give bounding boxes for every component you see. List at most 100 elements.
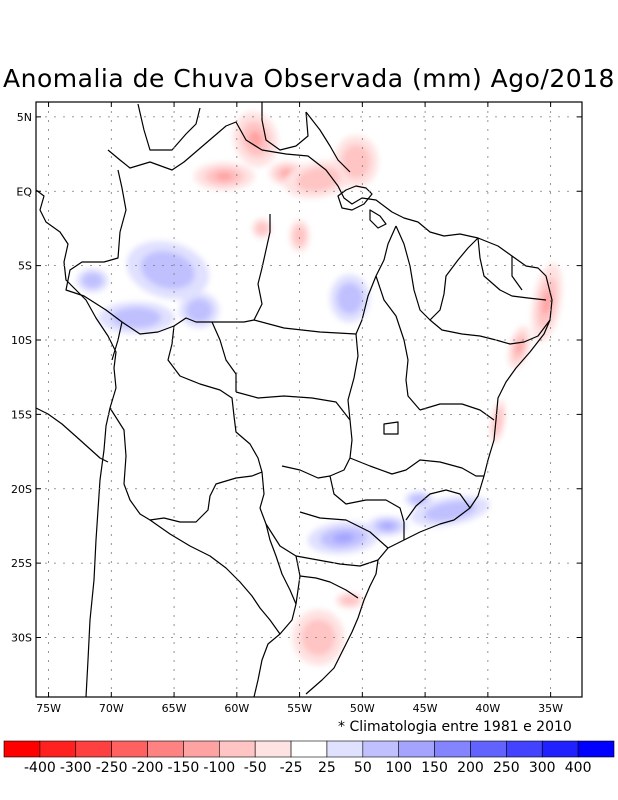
anomaly-patch (332, 532, 355, 543)
legend-swatch (434, 740, 471, 758)
lon-label: 65W (162, 702, 187, 715)
border (211, 321, 237, 392)
anomaly-negative-1 (251, 135, 379, 252)
legend-label: -300 (60, 760, 92, 776)
political-boundaries (36, 102, 553, 697)
axis-tick-labels: 5N EQ 5S 10S 15S 20S 25S 30S 75W 70W 65W 60W 55W 50W 4… (11, 111, 563, 715)
legend-label: 300 (529, 760, 556, 776)
coastline (107, 121, 553, 695)
border (137, 103, 201, 151)
lat-label: 5S (18, 260, 32, 273)
lon-label: 45W (413, 702, 438, 715)
border (261, 102, 309, 151)
legend-swatch (3, 740, 41, 758)
color-legend: -400 -300 -250 -200 -150 -100 -50 -25 25 50 100 150… (3, 740, 615, 776)
border (65, 231, 255, 335)
legend-swatch (398, 740, 435, 758)
lat-lon-grid (36, 102, 582, 697)
lon-label: 55W (287, 702, 312, 715)
anomaly-negative-3 (490, 400, 506, 444)
state-border (395, 225, 479, 321)
state-border (299, 511, 389, 549)
anomaly-patch (301, 619, 336, 656)
state-border (295, 555, 379, 567)
anomaly-positive-7 (307, 515, 408, 555)
anomaly-patch (255, 221, 269, 235)
anomaly-patch (381, 522, 394, 529)
anomaly-patch (82, 272, 103, 289)
legend-swatch (183, 740, 220, 758)
legend-swatch (111, 740, 148, 758)
lon-label: 70W (99, 702, 124, 715)
coastline (337, 185, 373, 211)
border (299, 575, 359, 599)
legend-swatch (290, 740, 328, 758)
legend-swatch (75, 740, 112, 758)
legend-swatch (147, 740, 184, 758)
anomaly-patch (215, 172, 234, 181)
anomaly-patch (111, 307, 162, 329)
legend-swatch (218, 740, 256, 758)
anomaly-patch (141, 251, 195, 290)
lat-label: 20S (11, 483, 32, 496)
anomaly-patch (515, 341, 523, 354)
anomaly-negative-4 (292, 592, 364, 666)
lat-label: 30S (11, 632, 32, 645)
state-border (511, 256, 523, 291)
border (109, 407, 263, 523)
state-border (347, 333, 359, 421)
lat-label: 25S (11, 557, 32, 570)
state-border (235, 391, 353, 479)
lon-label: 40W (475, 702, 500, 715)
border (167, 325, 297, 605)
legend-swatch (326, 740, 364, 758)
anomaly-negative-2 (508, 263, 563, 369)
legend-label: 50 (354, 760, 372, 776)
border (149, 519, 281, 635)
legend-swatch (470, 740, 507, 758)
legend-label: 25 (318, 760, 336, 776)
legend-label: -100 (203, 760, 235, 776)
border (253, 603, 297, 697)
state-border (349, 457, 484, 477)
legend-swatch (254, 740, 292, 758)
lat-label: 15S (11, 408, 32, 421)
lat-label: 10S (11, 334, 32, 347)
lon-label: 75W (36, 702, 61, 715)
anomaly-patch (340, 595, 359, 606)
anomaly-patch (424, 501, 476, 522)
state-border (329, 475, 405, 540)
legend-label: -25 (280, 760, 303, 776)
coastline (36, 189, 117, 697)
map-title: Anomalia de Chuva Observada (mm) Ago/201… (3, 64, 615, 93)
state-border (375, 275, 421, 411)
state-border (405, 489, 471, 521)
lon-label: 35W (538, 702, 563, 715)
plot-frame (35, 101, 583, 698)
legend-label: 400 (565, 760, 592, 776)
border (265, 523, 301, 605)
legend-label: -150 (168, 760, 200, 776)
anomaly-patch (409, 493, 428, 505)
anomaly-patch (341, 144, 371, 179)
axis-ticks (36, 102, 582, 697)
state-border (253, 214, 271, 321)
anomaly-negative-0 (194, 111, 306, 191)
anomaly-patch (542, 290, 552, 315)
border (305, 111, 351, 173)
legend-label: 250 (493, 760, 520, 776)
anomaly-positive-8 (404, 491, 490, 527)
legend-label: 100 (385, 760, 412, 776)
anomaly-patch (293, 225, 307, 247)
legend-label: -250 (96, 760, 128, 776)
anomaly-patch (336, 282, 363, 314)
border (117, 169, 127, 233)
state-border (477, 237, 547, 301)
legend-swatch (541, 740, 579, 758)
climatology-note: * Climatologia entre 1981 e 2010 (338, 719, 572, 735)
coastline (369, 209, 387, 229)
coastline (36, 407, 109, 463)
legend-label: 200 (457, 760, 484, 776)
anomaly-patch (296, 167, 341, 192)
